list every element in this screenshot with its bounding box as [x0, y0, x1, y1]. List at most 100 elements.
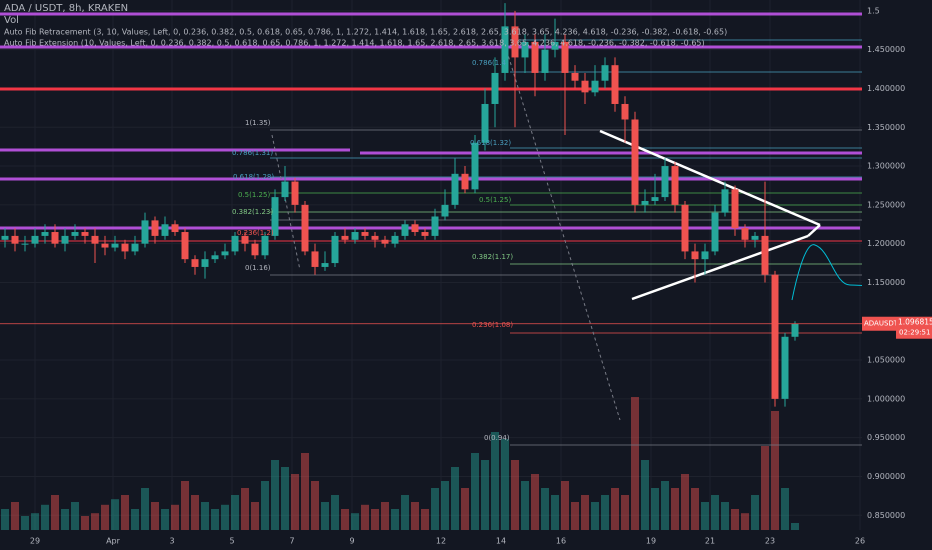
y-tick-label: 1.050000 [867, 356, 905, 365]
countdown-label: 02:29:51 [899, 329, 930, 337]
volume-bar [1, 509, 9, 530]
price-label: 1.096815 [898, 318, 932, 327]
volume-bar [291, 474, 299, 530]
volume-bar [411, 502, 419, 530]
volume-bar [781, 488, 789, 530]
candle-body [241, 235, 249, 244]
candle-body [671, 166, 679, 205]
candle-body [21, 243, 29, 245]
candle-body [131, 243, 139, 252]
volume-layer [1, 397, 799, 530]
y-tick-label: 0.950000 [867, 433, 905, 442]
candle-body [461, 173, 469, 190]
y-tick-label: 1.200000 [867, 239, 905, 248]
volume-bar [141, 488, 149, 530]
candle-body [221, 251, 229, 256]
y-tick-label: 1.150000 [867, 278, 905, 287]
axes: 0.850000 0.900000 0.950000 1.000000 1.050000… [30, 6, 932, 546]
candle-body [291, 181, 299, 205]
candle-body [481, 103, 489, 143]
candle-body [41, 232, 49, 236]
candle-body [781, 336, 789, 399]
volume-bar [701, 502, 709, 530]
x-tick-label: 21 [705, 537, 715, 546]
volume-bar [191, 495, 199, 530]
symbol-box [862, 316, 896, 331]
candle-body [211, 255, 219, 260]
volume-bar [431, 488, 439, 530]
volume-bar [481, 460, 489, 530]
candle-body [541, 49, 549, 73]
volume-bar [61, 509, 69, 530]
volume-legend: Vol [4, 15, 19, 26]
indicator-legend: Auto Fib Extension (10, Values, Left, 0,… [4, 39, 705, 48]
volume-bar [321, 502, 329, 530]
fib-label: 1(1.35) [245, 119, 271, 127]
candle-body [401, 224, 409, 236]
x-tick-label: 16 [556, 537, 566, 546]
candle-body [121, 243, 129, 252]
volume-bar [421, 509, 429, 530]
candle-body [71, 232, 79, 236]
candle-body [581, 80, 589, 93]
volume-bar [401, 495, 409, 530]
candle-body [551, 41, 559, 50]
time-axis [0, 530, 932, 550]
candle-body [601, 65, 609, 81]
candle-body [341, 235, 349, 240]
candle-body [201, 259, 209, 267]
candle-body [651, 197, 659, 201]
volume-bar [691, 488, 699, 530]
x-tick-label: 29 [30, 537, 40, 546]
fib-label: 0.236(1.08) [472, 321, 513, 329]
y-tick-label: 1.5 [867, 6, 880, 15]
candle-body [641, 200, 649, 205]
volume-bar [591, 502, 599, 530]
fib-trend [504, 44, 621, 421]
candle-body [91, 235, 99, 244]
indicator-legend: Auto Fib Retracement (3, 10, Values, Lef… [4, 28, 727, 37]
candle-body [431, 216, 439, 236]
fib-label: 0.618(1.28) [233, 173, 274, 181]
volume-bar [651, 488, 659, 530]
y-tick-label: 1.450000 [867, 45, 905, 54]
volume-bar [671, 488, 679, 530]
volume-bar [201, 502, 209, 530]
volume-bar [561, 481, 569, 530]
volume-bar [171, 504, 179, 530]
candle-body [311, 251, 319, 267]
candle-body [731, 189, 739, 229]
volume-bar [491, 432, 499, 530]
y-tick-label: 1.350000 [867, 123, 905, 132]
volume-bar [571, 502, 579, 530]
candle-body [391, 235, 399, 244]
volume-bar [161, 509, 169, 530]
volume-bar [611, 488, 619, 530]
labels: 1(1.35) 0.786(1.31) 0.618(1.28) 0.5(1.25) 0.… [0, 59, 862, 442]
volume-bar [381, 502, 389, 530]
volume-bar [661, 481, 669, 530]
candle-body [771, 274, 779, 399]
price-box [896, 316, 932, 339]
volume-bar [471, 453, 479, 530]
volume-bar [251, 502, 259, 530]
volume-bar [331, 495, 339, 530]
candle-body [501, 26, 509, 73]
triangle-line [807, 224, 821, 237]
fib-trend [271, 134, 301, 271]
x-tick-label: 12 [436, 537, 446, 546]
volume-bar [111, 499, 119, 530]
volume-bar [91, 513, 99, 530]
y-tick-label: 1.300000 [867, 162, 905, 171]
candle-body [191, 259, 199, 267]
triangle-line [631, 234, 809, 301]
candle-body [321, 263, 329, 267]
x-tick-label: 14 [496, 537, 506, 546]
volume-bar [281, 467, 289, 530]
volume-bar [271, 460, 279, 530]
fib-label: 0(0.94) [484, 434, 510, 442]
volume-bar [551, 495, 559, 530]
candle-body [561, 41, 569, 73]
candle-body [591, 80, 599, 93]
